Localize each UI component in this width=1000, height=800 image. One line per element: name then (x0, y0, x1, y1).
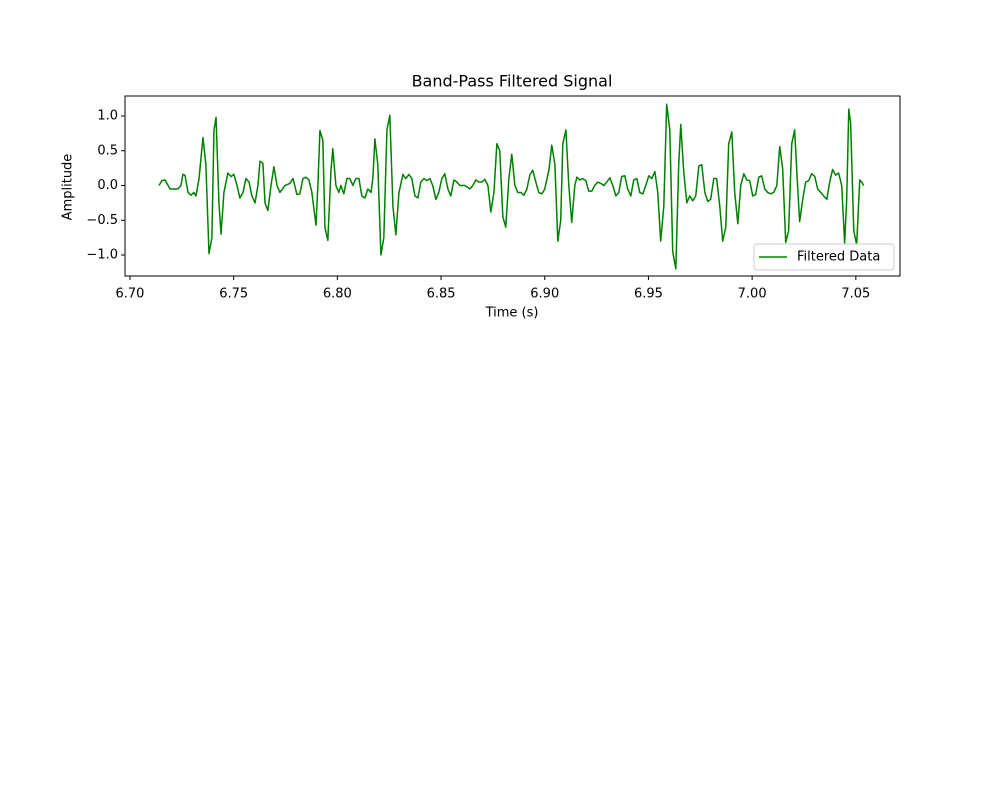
y-axis-label: Amplitude (61, 154, 76, 221)
x-tick-label: 6.90 (530, 287, 559, 302)
legend-label: Filtered Data (797, 250, 880, 265)
y-tick-label: 1.0 (97, 109, 118, 124)
y-tick-label: −1.0 (86, 248, 118, 263)
y-tick-label: −0.5 (86, 213, 118, 228)
y-tick-label: 0.5 (97, 143, 118, 158)
x-tick-label: 6.80 (323, 287, 352, 302)
x-axis-label: Time (s) (485, 306, 539, 321)
x-tick-label: 6.70 (116, 287, 145, 302)
x-tick-label: 7.00 (738, 287, 767, 302)
x-tick-label: 6.95 (634, 287, 663, 302)
y-tick-label: 0.0 (97, 178, 118, 193)
x-tick-label: 6.75 (219, 287, 248, 302)
data-line (158, 103, 865, 270)
legend-box (753, 243, 895, 271)
chart-title: Band-Pass Filtered Signal (412, 72, 613, 91)
x-tick-label: 6.85 (427, 287, 456, 302)
x-tick-label: 7.05 (841, 287, 870, 302)
